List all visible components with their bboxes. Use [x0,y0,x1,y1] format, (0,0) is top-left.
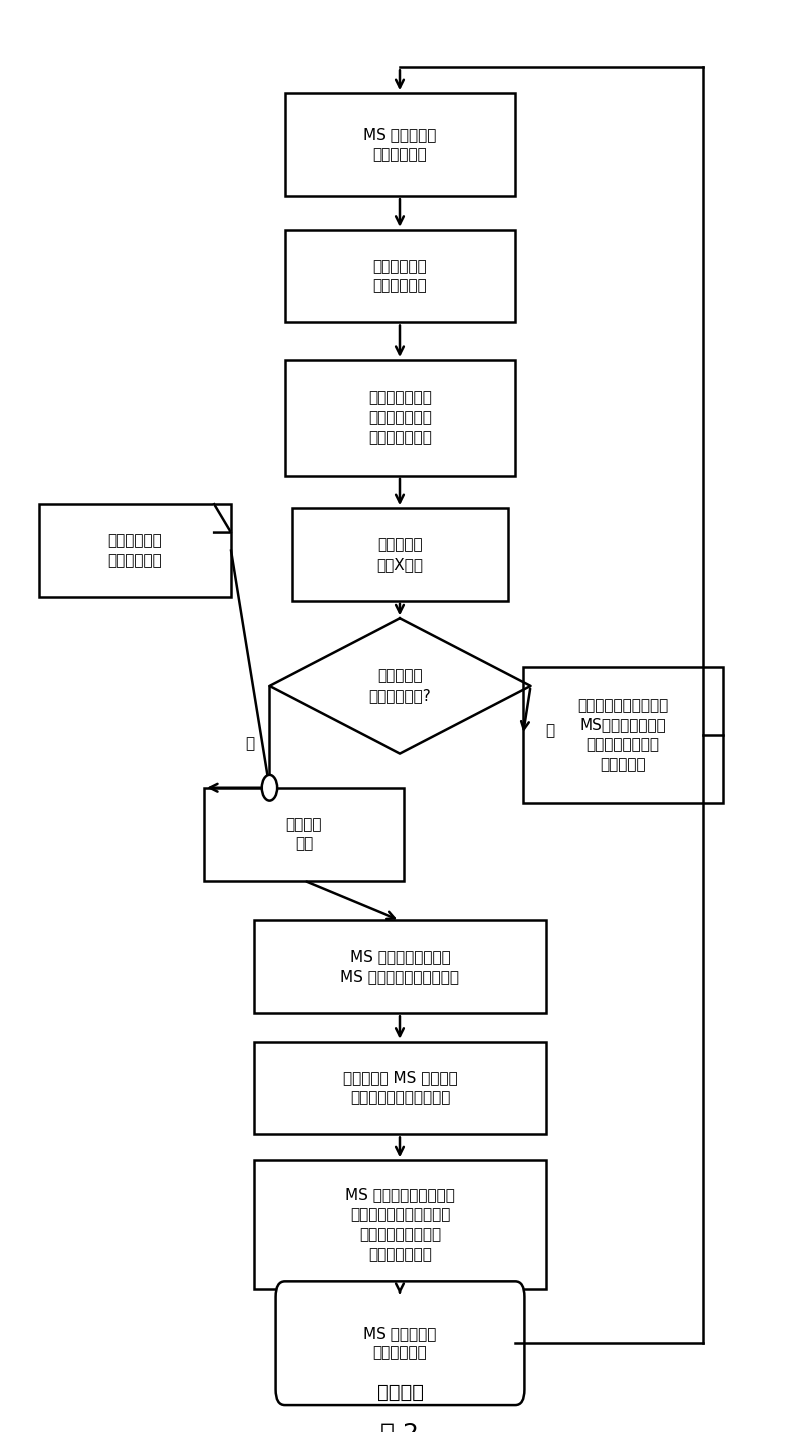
Text: 发现符合基于无
线电的标准的小
区或者小区列表: 发现符合基于无 线电的标准的小 区或者小区列表 [368,391,432,445]
FancyBboxPatch shape [285,93,515,196]
Text: 测量以及小区
重选评估开始: 测量以及小区 重选评估开始 [373,259,427,294]
Text: 假定也符合其
他合适性标准: 假定也符合其 他合适性标准 [108,533,162,569]
FancyBboxPatch shape [204,788,404,881]
Text: MS 获取将要测
量的小区列表: MS 获取将要测 量的小区列表 [363,127,437,162]
FancyBboxPatch shape [523,667,722,802]
Text: 否: 否 [246,736,255,752]
Polygon shape [270,619,530,753]
Text: 重选合适的
小区X开始: 重选合适的 小区X开始 [377,537,423,571]
Polygon shape [214,504,231,533]
Text: 该小区属于
禁止位置标识?: 该小区属于 禁止位置标识? [369,669,431,703]
FancyBboxPatch shape [39,504,231,597]
Text: 图 2: 图 2 [381,1422,419,1432]
FancyBboxPatch shape [285,229,515,322]
FancyBboxPatch shape [254,921,546,1014]
Circle shape [262,775,277,800]
Text: 是: 是 [545,723,554,739]
Text: 检查结果是 MS 不能接入
该网络已经它由网络通知: 检查结果是 MS 不能接入 该网络已经它由网络通知 [342,1071,458,1106]
FancyBboxPatch shape [275,1282,525,1405]
Text: 驻留小区
成功: 驻留小区 成功 [286,816,322,852]
Text: MS 和网络初始化检查
MS 能够接入该网络的程序: MS 和网络初始化检查 MS 能够接入该网络的程序 [341,949,459,984]
Text: MS 驻留于接入
被允许的小区: MS 驻留于接入 被允许的小区 [363,1326,437,1360]
Text: 没有重选该小区；但是
MS可以保持驻留于
当前小区或者试图
重选另一个: 没有重选该小区；但是 MS可以保持驻留于 当前小区或者试图 重选另一个 [577,697,668,772]
Text: MS 存储小区的位置区域
识别或者类似形式的识别
以阻止在某个时间内
另外的接入尝试: MS 存储小区的位置区域 识别或者类似形式的识别 以阻止在某个时间内 另外的接入… [345,1187,455,1262]
Text: 现有技术: 现有技术 [377,1383,423,1402]
FancyBboxPatch shape [285,359,515,475]
FancyBboxPatch shape [254,1160,546,1289]
FancyBboxPatch shape [293,508,507,601]
FancyBboxPatch shape [254,1041,546,1134]
